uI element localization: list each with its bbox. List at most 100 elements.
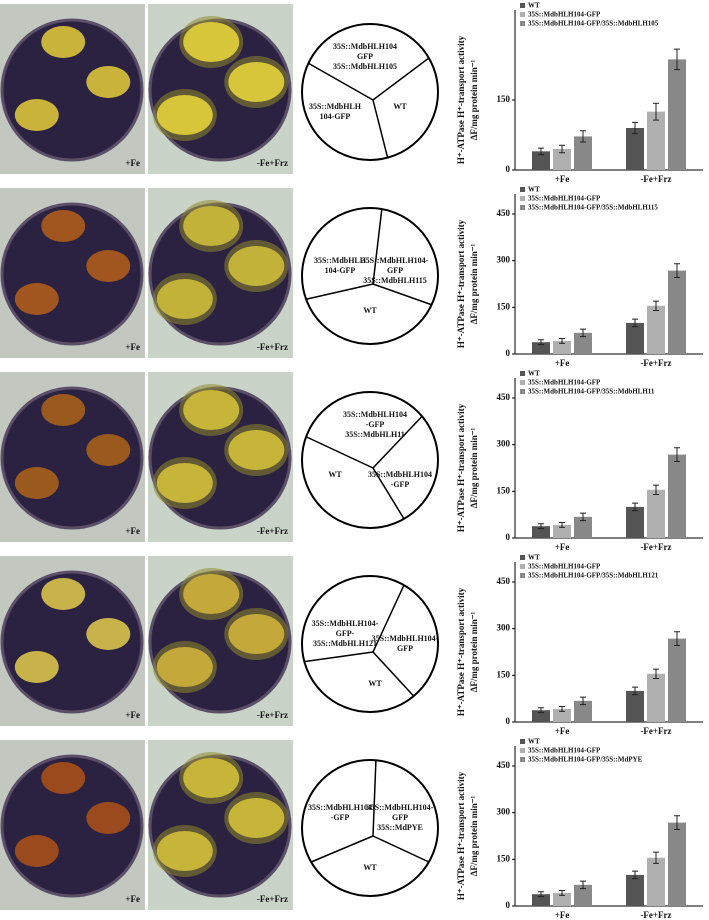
- region-label: 35S::MdbHLH104-: [367, 803, 434, 812]
- x-tick-label: -Fe+Frz: [640, 910, 671, 920]
- colony: [228, 62, 285, 102]
- region-label: 35S::MdbHLH104: [333, 42, 397, 51]
- region-label: 35S::MdbHLH121: [313, 639, 377, 648]
- region-label: WT: [368, 679, 382, 688]
- error-bar: [674, 263, 680, 278]
- y-tick-label: 300: [497, 807, 511, 817]
- divider: [372, 651, 415, 697]
- layout-circle: [301, 759, 439, 897]
- bar: [553, 708, 571, 722]
- region-label: -GFP: [366, 420, 385, 429]
- y-tick-label: 450: [497, 392, 511, 402]
- bar: [668, 454, 686, 538]
- bar: [647, 673, 665, 722]
- error-bar: [632, 686, 638, 696]
- error-bar: [559, 705, 565, 712]
- region-label: 35S::MdbHLH105: [333, 62, 397, 71]
- colony: [14, 835, 59, 867]
- region-label: -GFP: [331, 813, 350, 822]
- error-bar: [674, 447, 680, 462]
- colony: [41, 394, 86, 426]
- region-label: 35S::MdbHLH: [309, 102, 362, 111]
- y-tick-label: 150: [497, 853, 511, 863]
- y-tick-label: 450: [497, 760, 511, 770]
- error-bar: [580, 696, 586, 706]
- legend-swatch: [520, 748, 525, 753]
- divider: [372, 99, 389, 158]
- colony: [183, 758, 240, 798]
- error-bar: [653, 484, 659, 495]
- y-tick-label: 300: [497, 623, 511, 633]
- plate-label: -Fe+Frz: [257, 342, 288, 352]
- error-bar: [538, 891, 544, 898]
- legend-label: WT: [528, 370, 540, 378]
- error-bar: [632, 502, 638, 512]
- colony: [41, 210, 86, 242]
- error-bar: [632, 318, 638, 328]
- region-label: 35S::MdbHLH104: [368, 470, 432, 479]
- bar: [574, 516, 592, 538]
- error-bar: [580, 328, 586, 338]
- error-bar: [653, 300, 659, 311]
- bar: [553, 340, 571, 354]
- colony: [228, 614, 285, 654]
- region-label: GFP: [397, 644, 413, 653]
- y-tick-label: 150: [497, 669, 511, 679]
- plate-label: +Fe: [125, 526, 140, 536]
- legend-label: 35S::MdbHLH104-GFP/35S::MdPYE: [528, 756, 643, 764]
- divider: [308, 62, 374, 101]
- colony: [14, 651, 59, 683]
- region-label: WT: [363, 306, 377, 315]
- divider: [310, 835, 374, 863]
- divider: [372, 467, 405, 520]
- colony: [86, 250, 131, 282]
- legend-swatch: [520, 564, 525, 569]
- layout-circle: [301, 207, 439, 345]
- colony: [156, 647, 213, 687]
- y-axis-label: H⁺-ATPase H⁺-transport activity: [456, 219, 466, 348]
- error-bar: [653, 102, 659, 121]
- region-label: 35S::MdbHLH115: [363, 276, 427, 285]
- legend-label: 35S::MdbHLH104-GFP/35S::MdbHLH105: [528, 20, 659, 28]
- region-label: 35S::MdbHLH104-: [362, 256, 429, 265]
- bar: [532, 894, 550, 906]
- plate-label: -Fe+Frz: [257, 894, 288, 904]
- divider: [372, 835, 430, 863]
- y-axis-label: H⁺-ATPase H⁺-transport activity: [456, 35, 466, 164]
- error-bar: [580, 880, 586, 890]
- colony: [156, 95, 213, 135]
- divider: [372, 283, 432, 306]
- divider: [372, 57, 430, 101]
- y-axis-label: ΔF/mg protein min⁻¹: [469, 243, 479, 324]
- divider: [372, 760, 377, 837]
- legend-swatch: [520, 380, 525, 385]
- legend-label: 35S::MdbHLH104-GFP/35S::MdbHLH121: [528, 572, 659, 580]
- region-label: 35S::MdbHLH104: [343, 410, 407, 419]
- bar: [626, 128, 644, 170]
- plate-label: -Fe+Frz: [257, 710, 288, 720]
- region-label: 35S::MdPYE: [377, 823, 423, 832]
- legend-swatch: [520, 739, 525, 744]
- error-bar: [559, 521, 565, 528]
- plate-label: -Fe+Frz: [257, 158, 288, 168]
- divider: [372, 584, 405, 653]
- bar: [532, 710, 550, 722]
- x-tick-label: -Fe+Frz: [640, 174, 671, 184]
- colony: [156, 463, 213, 503]
- y-tick-label: 0: [506, 164, 511, 174]
- layout-circle: [301, 575, 439, 713]
- region-label: 104-GFP: [325, 266, 356, 275]
- region-label: GFP: [387, 266, 403, 275]
- bar: [647, 489, 665, 538]
- colony: [183, 390, 240, 430]
- y-axis-label: H⁺-ATPase H⁺-transport activity: [456, 403, 466, 532]
- bar: [532, 342, 550, 354]
- bar: [668, 270, 686, 354]
- bar: [574, 332, 592, 354]
- divider: [372, 415, 423, 469]
- bar: [668, 638, 686, 722]
- bar: [574, 700, 592, 722]
- x-tick-label: +Fe: [555, 726, 570, 736]
- y-axis-label: H⁺-ATPase H⁺-transport activity: [456, 587, 466, 716]
